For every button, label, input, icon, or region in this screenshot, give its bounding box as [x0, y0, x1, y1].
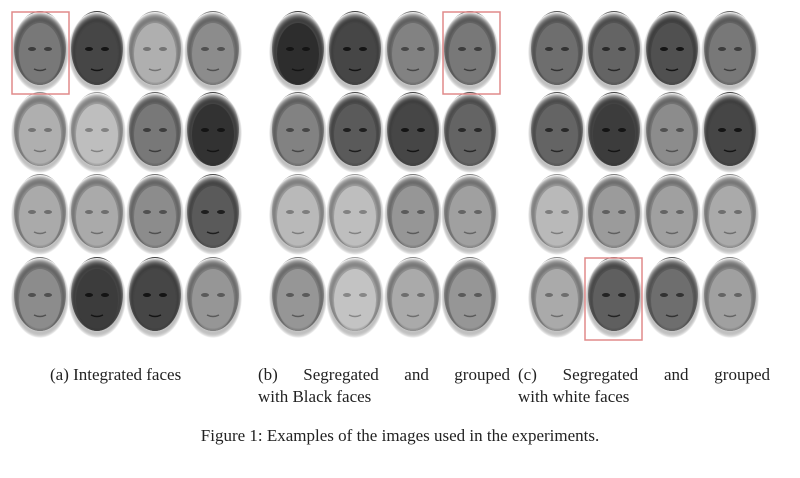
figure-caption: Figure 1: Examples of the images used in…: [200, 426, 600, 445]
highlight-box: [442, 11, 501, 95]
face-vignette: [184, 12, 242, 92]
face-vignette: [126, 12, 184, 92]
face-vignette: [384, 258, 442, 338]
highlight-box: [584, 257, 643, 341]
face-vignette: [643, 258, 701, 338]
face-vignette: [326, 175, 384, 255]
face-vignette: [701, 175, 759, 255]
face-vignette: [11, 175, 69, 255]
face-vignette: [528, 93, 586, 173]
face-vignette: [384, 175, 442, 255]
subcaption-line: with white faces: [518, 387, 630, 406]
face-vignette: [68, 258, 126, 338]
face-vignette: [68, 175, 126, 255]
face-vignette: [11, 12, 69, 92]
face-vignette: [528, 175, 586, 255]
face-vignette: [184, 258, 242, 338]
face-vignette: [643, 175, 701, 255]
highlight-box: [11, 11, 70, 95]
face-vignette: [441, 93, 499, 173]
subcaption-c: (c) Segregated and grouped with white fa…: [518, 364, 770, 408]
face-vignette: [126, 93, 184, 173]
face-vignette: [126, 175, 184, 255]
face-vignette: [384, 12, 442, 92]
subcaption-line: (a) Integrated faces: [50, 365, 182, 384]
face-vignette: [269, 12, 327, 92]
face-vignette: [701, 12, 759, 92]
face-vignette: [184, 93, 242, 173]
face-vignette: [585, 175, 643, 255]
face-vignette: [701, 93, 759, 173]
face-vignette: [68, 93, 126, 173]
subcaption-line: with Black faces: [258, 387, 372, 406]
face-vignette: [269, 175, 327, 255]
face-vignette: [326, 93, 384, 173]
face-vignette: [384, 93, 442, 173]
face-vignette: [11, 258, 69, 338]
face-vignette: [126, 258, 184, 338]
face-vignette: [326, 258, 384, 338]
face-vignette: [585, 12, 643, 92]
subcaption-a: (a) Integrated faces: [50, 364, 181, 386]
face-vignette: [441, 12, 499, 92]
face-vignette: [11, 93, 69, 173]
subcaption-b: (b) Segregated and grouped with Black fa…: [258, 364, 510, 408]
subcaption-line: (c) Segregated and grouped: [518, 365, 770, 384]
face-vignette: [68, 12, 126, 92]
face-vignette: [441, 258, 499, 338]
face-vignette: [269, 258, 327, 338]
face-vignette: [643, 12, 701, 92]
face-vignette: [528, 12, 586, 92]
face-vignette: [184, 175, 242, 255]
face-vignette: [643, 93, 701, 173]
face-vignette: [269, 93, 327, 173]
subcaption-line: (b) Segregated and grouped: [258, 365, 510, 384]
face-vignette: [441, 175, 499, 255]
face-vignette: [585, 93, 643, 173]
face-vignette: [701, 258, 759, 338]
face-vignette: [326, 12, 384, 92]
face-grids: [11, 11, 759, 341]
face-vignette: [585, 258, 643, 338]
face-vignette: [528, 258, 586, 338]
